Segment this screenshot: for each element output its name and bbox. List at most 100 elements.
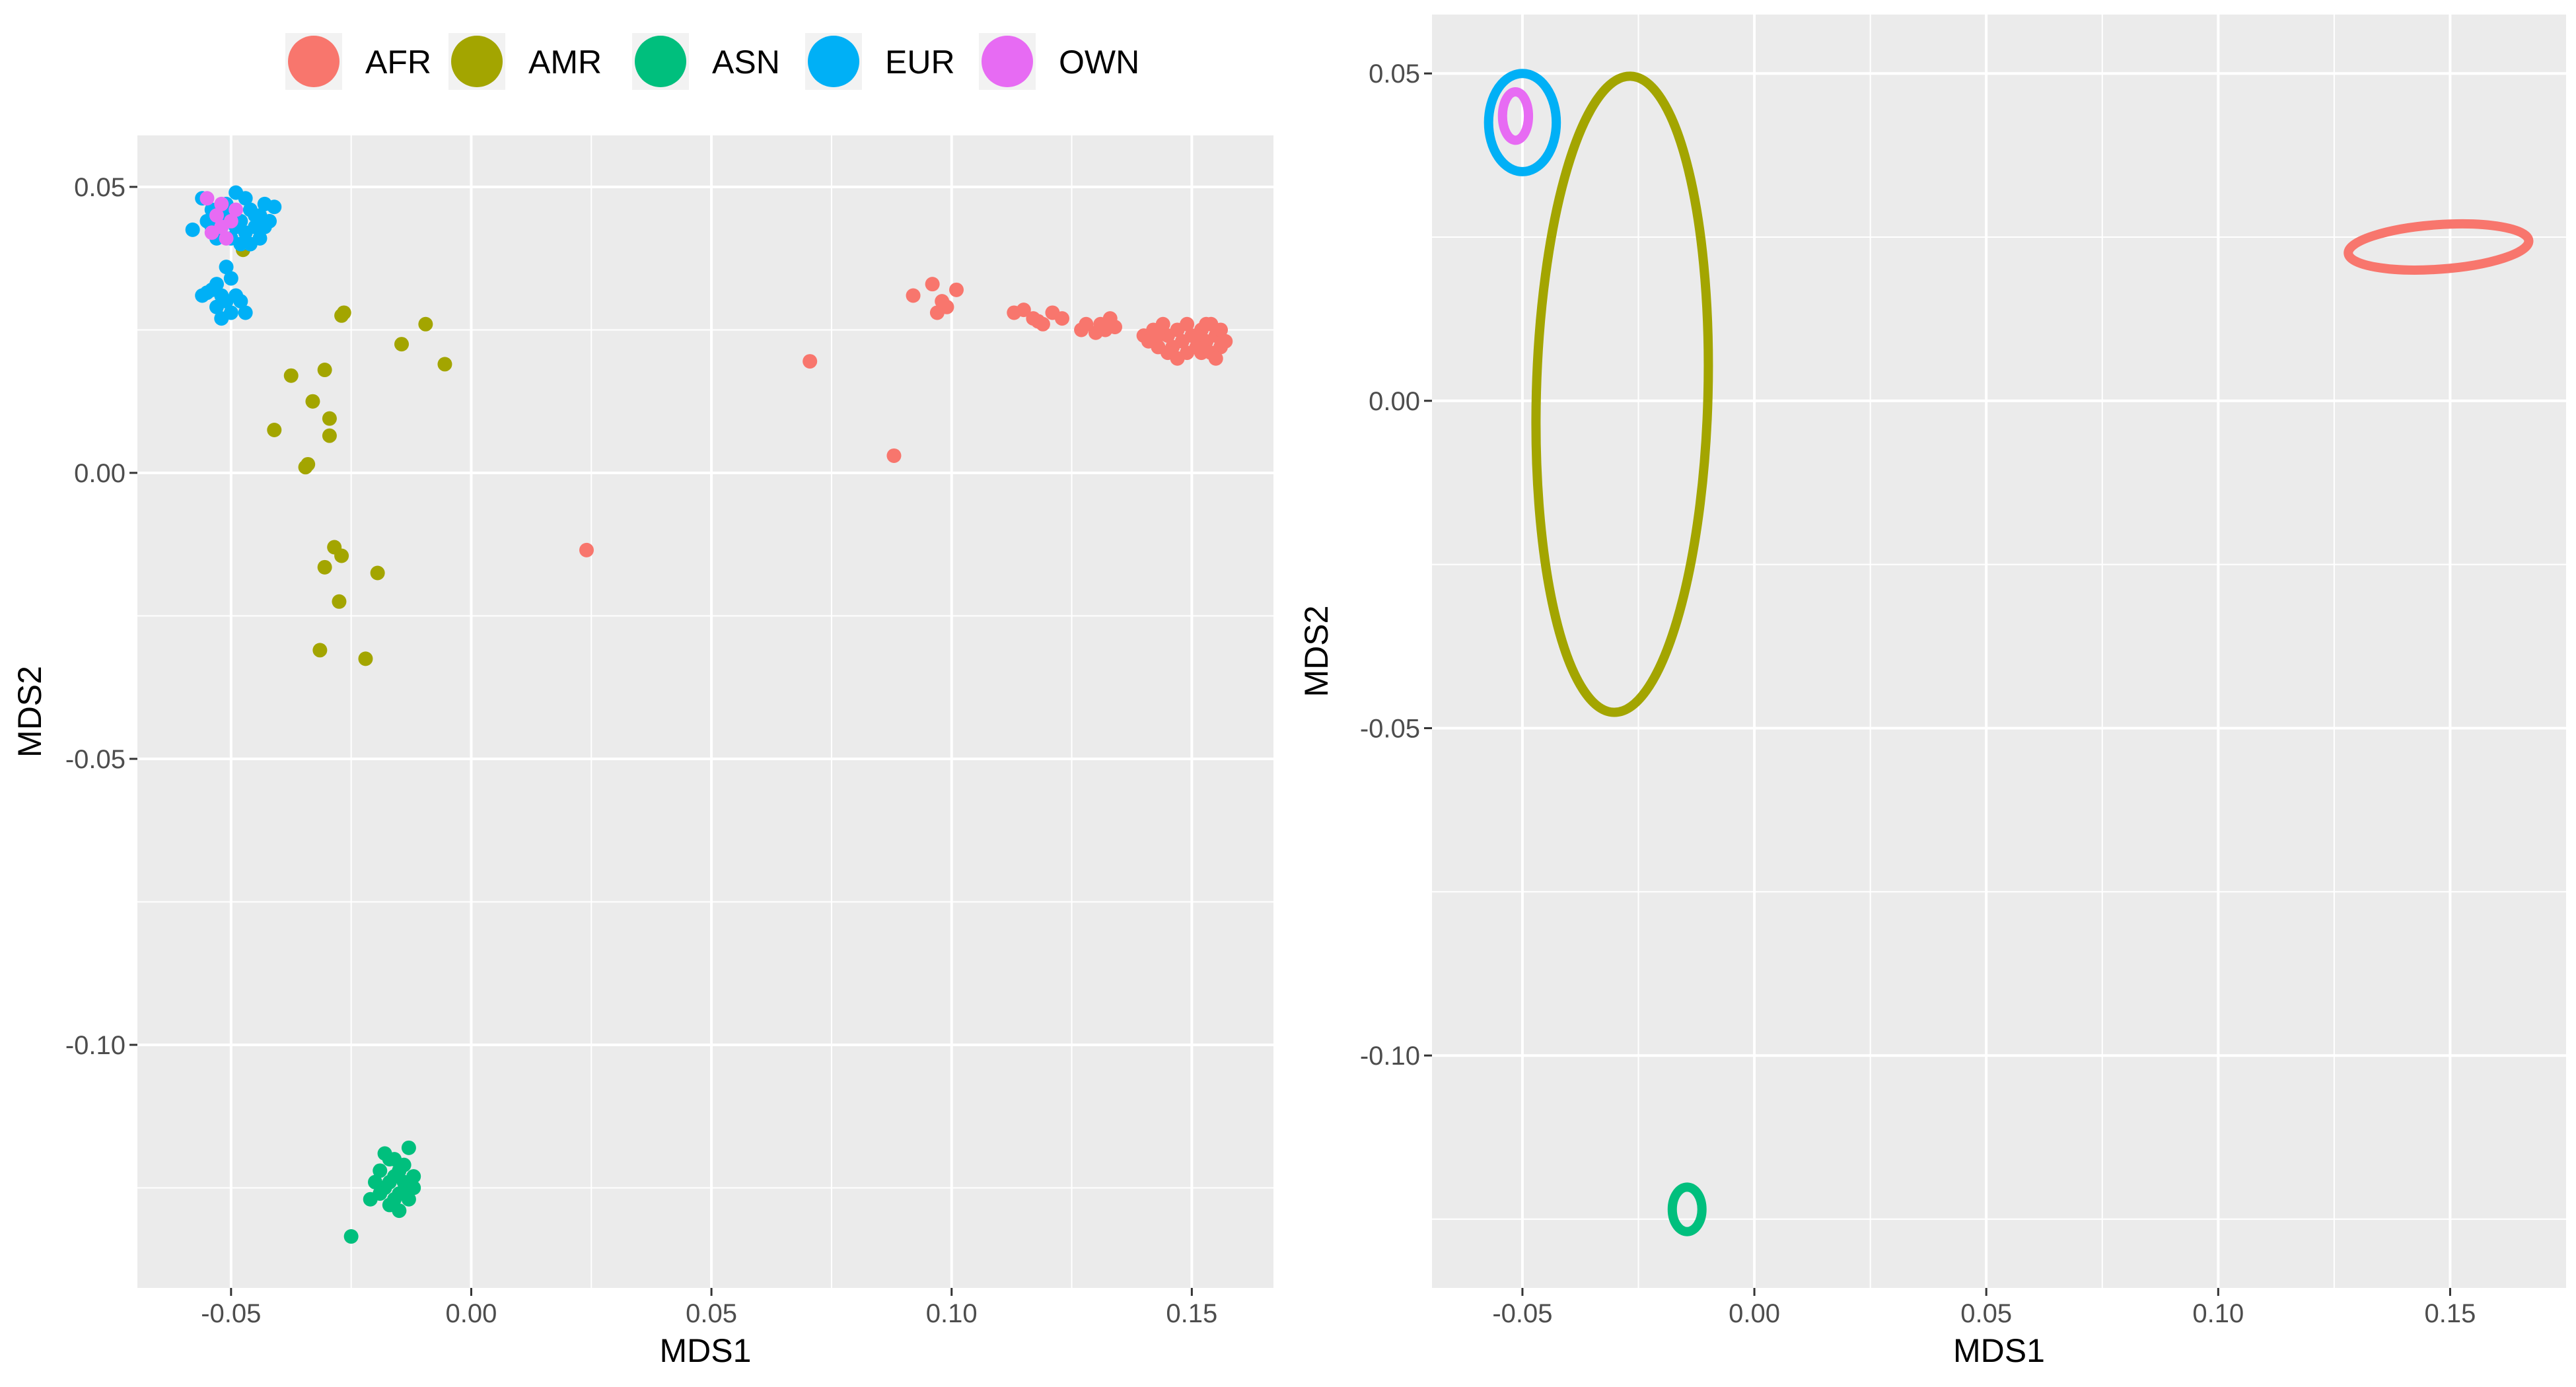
- legend-key-own: [982, 36, 1033, 87]
- y-tick-label: 0.00: [1369, 387, 1420, 416]
- legend-key-eur: [808, 36, 859, 87]
- legend: AFR AMR ASN EUR OWN: [285, 33, 1139, 90]
- point-amr: [332, 594, 347, 609]
- point-amr: [437, 357, 452, 372]
- point-afr: [803, 354, 818, 369]
- series-afr: [579, 277, 1233, 557]
- y-axis: -0.10 -0.05 0.00 0.05: [65, 173, 137, 1060]
- point-amr: [298, 460, 313, 475]
- y-axis-title: MDS2: [1298, 606, 1335, 697]
- point-eur: [209, 277, 224, 292]
- point-own: [219, 231, 234, 246]
- point-afr: [935, 294, 950, 309]
- point-asn: [373, 1186, 388, 1201]
- point-afr: [1155, 316, 1170, 332]
- ellipse-panel: -0.05 0.00 0.05 0.10 0.15 -0.10 -0.05 0.00 0.05 M…: [1298, 15, 2566, 1369]
- point-afr: [1030, 314, 1046, 329]
- point-amr: [358, 651, 373, 666]
- point-amr: [418, 316, 433, 332]
- panel-background: [137, 135, 1273, 1288]
- point-asn: [343, 1229, 359, 1244]
- point-afr: [1055, 311, 1069, 326]
- ellipse-eur: [1484, 69, 1561, 176]
- legend-label: OWN: [1059, 44, 1139, 81]
- point-amr: [334, 548, 349, 563]
- point-own: [209, 208, 224, 223]
- point-amr: [305, 394, 320, 409]
- legend-entry-own: OWN: [979, 33, 1139, 90]
- point-afr: [1016, 302, 1031, 318]
- y-tick-label: 0.05: [1369, 59, 1420, 89]
- x-tick-label: 0.05: [686, 1299, 737, 1328]
- x-tick-label: 0.15: [2425, 1299, 2476, 1328]
- point-asn: [401, 1140, 416, 1155]
- point-eur: [223, 271, 238, 286]
- point-afr: [1208, 351, 1223, 366]
- x-axis: -0.05 0.00 0.05 0.10 0.15: [1492, 1288, 2476, 1328]
- point-afr: [1189, 328, 1204, 343]
- x-tick-label: 0.00: [446, 1299, 497, 1328]
- y-tick-label: -0.05: [65, 745, 125, 774]
- point-afr: [1218, 334, 1233, 349]
- point-asn: [392, 1163, 407, 1178]
- point-afr: [1170, 351, 1185, 366]
- x-tick-label: 0.10: [926, 1299, 978, 1328]
- series-amr: [236, 242, 452, 666]
- ellipse-asn: [1667, 1182, 1707, 1236]
- x-tick-label: -0.05: [1492, 1299, 1552, 1328]
- point-eur: [223, 305, 238, 320]
- point-amr: [322, 428, 337, 443]
- legend-label: ASN: [712, 44, 780, 81]
- point-amr: [336, 305, 351, 320]
- point-afr: [906, 288, 921, 303]
- y-tick-label: 0.05: [74, 173, 125, 202]
- point-amr: [322, 411, 337, 426]
- point-afr: [1180, 316, 1195, 332]
- point-asn: [392, 1203, 407, 1219]
- legend-key-afr: [288, 36, 340, 87]
- x-tick-label: 0.00: [1729, 1299, 1780, 1328]
- point-asn: [382, 1174, 397, 1190]
- point-own: [214, 219, 229, 234]
- point-eur: [252, 231, 268, 246]
- x-axis-title: MDS1: [1953, 1332, 2045, 1369]
- point-eur: [248, 208, 263, 223]
- point-afr: [579, 542, 594, 557]
- legend-key-amr: [451, 36, 503, 87]
- legend-label: EUR: [885, 44, 955, 81]
- point-amr: [312, 643, 328, 658]
- panel-background: [1432, 15, 2566, 1288]
- point-amr: [267, 422, 282, 437]
- point-afr: [886, 448, 902, 463]
- point-eur: [185, 222, 200, 237]
- point-amr: [370, 565, 385, 581]
- point-eur: [267, 199, 282, 215]
- point-own: [214, 196, 229, 211]
- point-afr: [949, 282, 964, 297]
- point-own: [229, 202, 244, 217]
- legend-entry-asn: ASN: [632, 33, 780, 90]
- series-own: [199, 191, 244, 246]
- point-afr: [1213, 322, 1228, 338]
- y-tick-label: -0.10: [1360, 1042, 1420, 1071]
- ellipse-amr: [1531, 71, 1713, 717]
- point-afr: [1199, 316, 1214, 332]
- x-tick-label: 0.15: [1166, 1299, 1217, 1328]
- point-afr: [1151, 328, 1166, 343]
- point-amr: [394, 337, 409, 352]
- y-tick-label: 0.00: [74, 459, 125, 488]
- legend-entry-amr: AMR: [448, 33, 602, 90]
- point-afr: [925, 277, 940, 292]
- point-afr: [1079, 316, 1094, 332]
- point-asn: [373, 1163, 388, 1178]
- y-tick-label: -0.10: [65, 1031, 125, 1060]
- ellipse-own: [1497, 87, 1534, 145]
- point-eur: [238, 305, 253, 320]
- x-axis-title: MDS1: [660, 1332, 752, 1369]
- point-asn: [406, 1169, 421, 1184]
- point-own: [199, 191, 215, 206]
- ellipse-afr: [2343, 219, 2534, 275]
- y-tick-label: -0.05: [1360, 714, 1420, 743]
- legend-label: AMR: [528, 44, 602, 81]
